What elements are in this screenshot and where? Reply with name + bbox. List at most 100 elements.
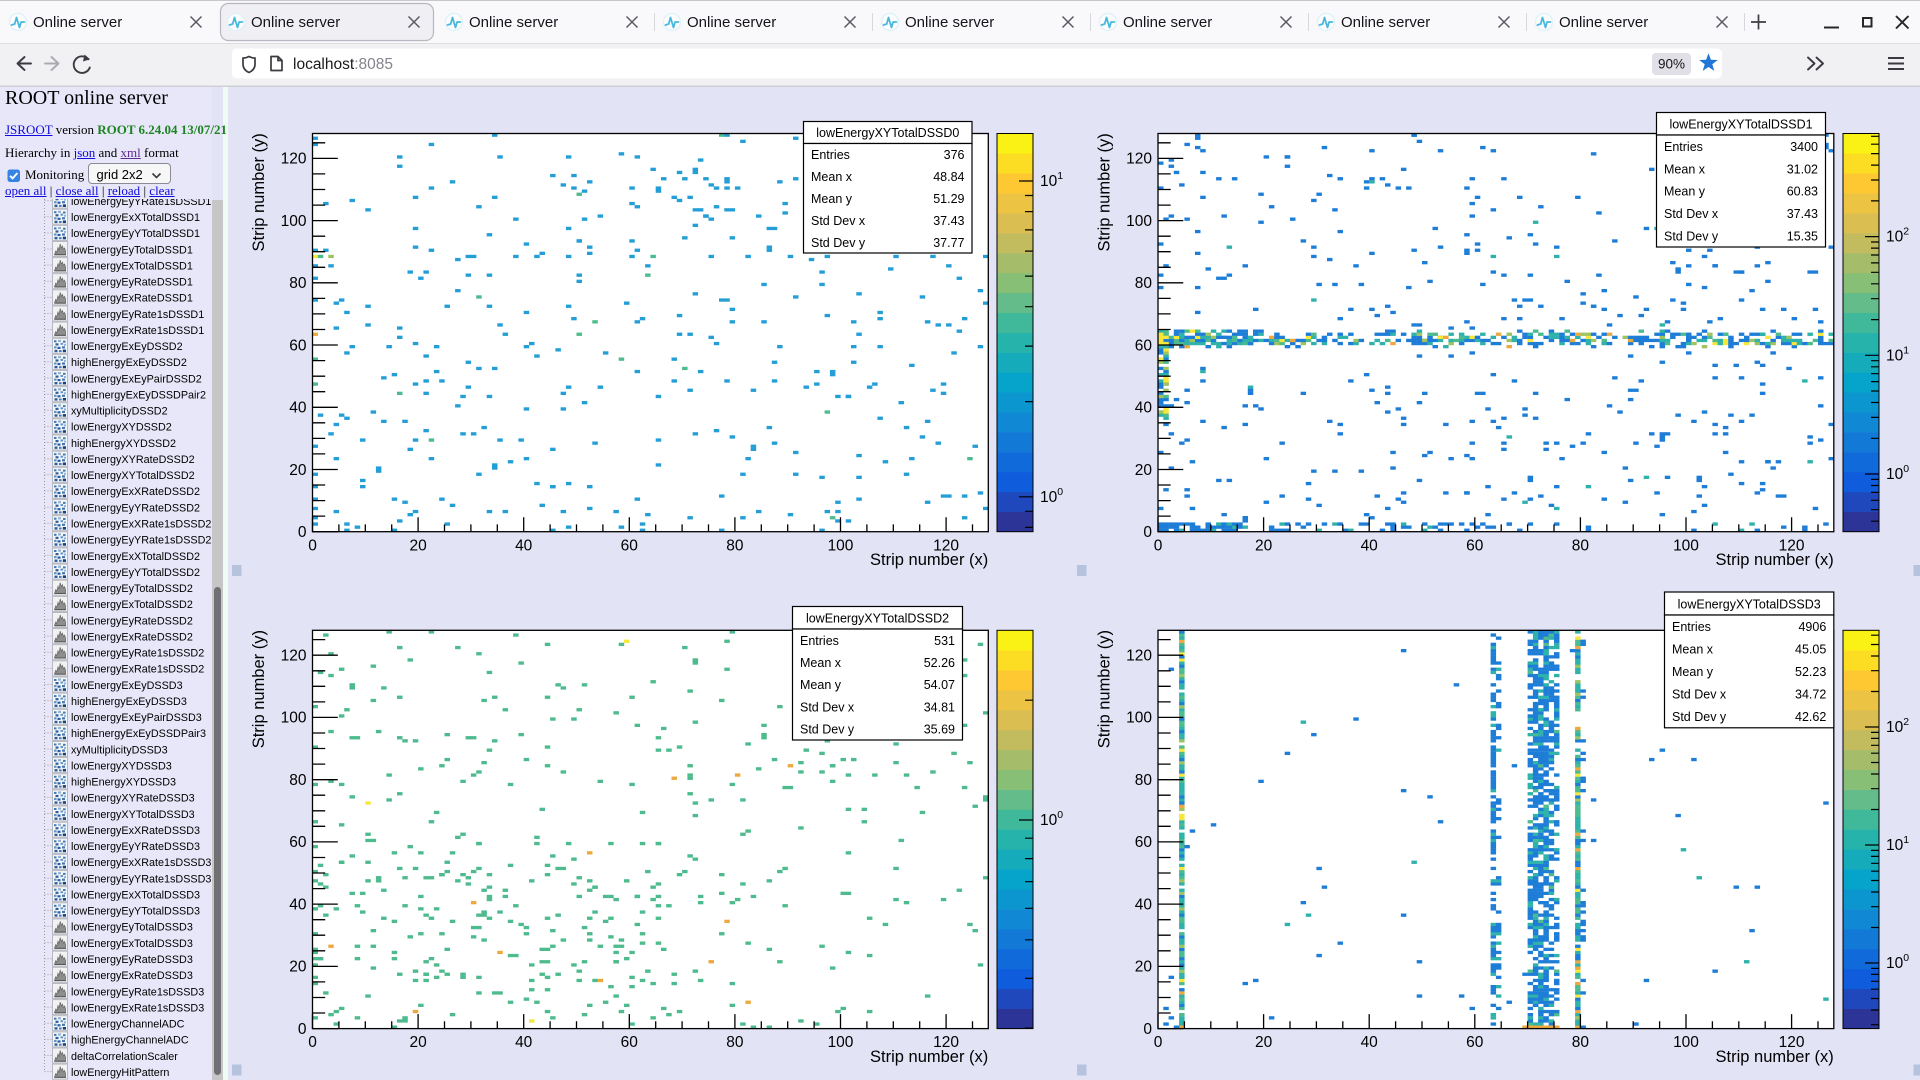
svg-text:120: 120: [1126, 648, 1152, 665]
svg-text:60: 60: [1466, 537, 1484, 554]
svg-text:lowEnergyXYDSSD2: lowEnergyXYDSSD2: [71, 422, 172, 434]
svg-text:lowEnergyXYRateDSSD3: lowEnergyXYRateDSSD3: [71, 793, 195, 805]
svg-text:lowEnergyExXRateDSSD3: lowEnergyExXRateDSSD3: [71, 825, 200, 837]
svg-text:48.84: 48.84: [933, 170, 964, 184]
svg-text:highEnergyExEyDSSDPair2: highEnergyExEyDSSDPair2: [71, 390, 206, 402]
svg-text:40: 40: [289, 896, 307, 913]
svg-text:120: 120: [281, 151, 307, 168]
svg-text:101: 101: [1040, 170, 1063, 190]
svg-text:lowEnergyExEyDSSD3: lowEnergyExEyDSSD3: [71, 680, 183, 692]
svg-text:Mean y: Mean y: [1664, 185, 1706, 199]
svg-text:120: 120: [1779, 537, 1805, 554]
svg-text:4906: 4906: [1798, 620, 1826, 634]
svg-text:100: 100: [1673, 1034, 1699, 1051]
svg-text:20: 20: [409, 1034, 427, 1051]
svg-text:lowEnergyEyTotalDSSD3: lowEnergyEyTotalDSSD3: [71, 922, 193, 934]
svg-text:localhost:8085: localhost:8085: [293, 56, 393, 73]
svg-text:42.62: 42.62: [1795, 710, 1826, 724]
svg-text:lowEnergyEyTotalDSSD2: lowEnergyEyTotalDSSD2: [71, 583, 193, 595]
svg-text:lowEnergyHitPattern: lowEnergyHitPattern: [71, 1067, 169, 1079]
svg-text:lowEnergyEyYRateDSSD3: lowEnergyEyYRateDSSD3: [71, 841, 200, 853]
svg-text:101: 101: [1886, 344, 1909, 364]
svg-text:100: 100: [1126, 710, 1152, 727]
svg-text:lowEnergyXYTotalDSSD3: lowEnergyXYTotalDSSD3: [71, 809, 195, 821]
svg-text:60: 60: [621, 1034, 639, 1051]
svg-text:Mean x: Mean x: [1664, 162, 1706, 176]
svg-text:lowEnergyEyRate1sDSSD2: lowEnergyEyRate1sDSSD2: [71, 648, 204, 660]
svg-text:Mean x: Mean x: [800, 656, 842, 670]
svg-text:531: 531: [934, 634, 955, 648]
svg-text:Entries: Entries: [800, 634, 839, 648]
svg-text:lowEnergyChannelADC: lowEnergyChannelADC: [71, 1019, 185, 1031]
svg-text:highEnergyExEyDSSDPair3: highEnergyExEyDSSDPair3: [71, 728, 206, 740]
svg-text:45.05: 45.05: [1795, 643, 1826, 657]
svg-text:0: 0: [308, 1034, 317, 1051]
svg-text:35.69: 35.69: [924, 723, 955, 737]
svg-text:lowEnergyXYTotalDSSD2: lowEnergyXYTotalDSSD2: [806, 612, 949, 626]
svg-text:Strip number (y): Strip number (y): [250, 630, 268, 748]
svg-text:Strip number (x): Strip number (x): [870, 551, 988, 569]
svg-text:highEnergyExEyDSSD2: highEnergyExEyDSSD2: [71, 357, 187, 369]
svg-text:Std Dev x: Std Dev x: [1672, 688, 1727, 702]
svg-text:40: 40: [515, 537, 533, 554]
svg-text:20: 20: [409, 537, 427, 554]
svg-text:80: 80: [726, 1034, 744, 1051]
svg-text:80: 80: [289, 275, 307, 292]
svg-text:highEnergyXYDSSD2: highEnergyXYDSSD2: [71, 438, 176, 450]
svg-text:lowEnergyExEyPairDSSD2: lowEnergyExEyPairDSSD2: [71, 373, 202, 385]
svg-text:120: 120: [1779, 1034, 1805, 1051]
svg-text:20: 20: [1135, 462, 1153, 479]
svg-text:lowEnergyEyYRate1sDSSD1: lowEnergyEyYRate1sDSSD1: [71, 199, 211, 208]
svg-text:lowEnergyExRate1sDSSD3: lowEnergyExRate1sDSSD3: [71, 1002, 204, 1014]
svg-text:80: 80: [289, 772, 307, 789]
svg-text:lowEnergyXYRateDSSD2: lowEnergyXYRateDSSD2: [71, 454, 195, 466]
svg-text:60: 60: [289, 337, 307, 354]
svg-text:Std Dev y: Std Dev y: [800, 723, 855, 737]
svg-text:101: 101: [1886, 834, 1909, 854]
svg-text:120: 120: [933, 537, 959, 554]
svg-text:Entries: Entries: [1664, 140, 1703, 154]
svg-text:Strip number (y): Strip number (y): [250, 133, 268, 251]
svg-text:Online server: Online server: [1123, 14, 1212, 31]
svg-text:102: 102: [1886, 716, 1909, 736]
svg-text:Mean x: Mean x: [1672, 643, 1714, 657]
svg-text:0: 0: [1143, 1021, 1152, 1038]
svg-text:40: 40: [515, 1034, 533, 1051]
svg-text:lowEnergyExRateDSSD3: lowEnergyExRateDSSD3: [71, 970, 193, 982]
svg-text:lowEnergyExXTotalDSSD2: lowEnergyExXTotalDSSD2: [71, 551, 200, 563]
svg-text:lowEnergyEyRateDSSD1: lowEnergyEyRateDSSD1: [71, 277, 193, 289]
svg-text:60: 60: [289, 834, 307, 851]
svg-text:100: 100: [828, 1034, 854, 1051]
svg-text:lowEnergyExEyPairDSSD3: lowEnergyExEyPairDSSD3: [71, 712, 202, 724]
svg-text:lowEnergyEyYTotalDSSD1: lowEnergyEyYTotalDSSD1: [71, 228, 200, 240]
svg-text:40: 40: [1361, 1034, 1379, 1051]
svg-text:80: 80: [1572, 537, 1590, 554]
svg-text:lowEnergyXYTotalDSSD2: lowEnergyXYTotalDSSD2: [71, 470, 195, 482]
svg-text:lowEnergyExTotalDSSD1: lowEnergyExTotalDSSD1: [71, 260, 193, 272]
svg-text:Online server: Online server: [251, 14, 340, 31]
svg-text:376: 376: [944, 148, 965, 162]
svg-text:lowEnergyExRateDSSD2: lowEnergyExRateDSSD2: [71, 631, 193, 643]
svg-text:20: 20: [1135, 959, 1153, 976]
svg-text:lowEnergyExTotalDSSD2: lowEnergyExTotalDSSD2: [71, 599, 193, 611]
svg-text:lowEnergyExXRateDSSD2: lowEnergyExXRateDSSD2: [71, 486, 200, 498]
svg-text:20: 20: [289, 959, 307, 976]
svg-text:20: 20: [1255, 537, 1273, 554]
svg-text:37.43: 37.43: [1787, 207, 1818, 221]
svg-text:20: 20: [289, 462, 307, 479]
svg-text:Online server: Online server: [905, 14, 994, 31]
svg-text:60: 60: [1135, 834, 1153, 851]
svg-text:lowEnergyEyRateDSSD2: lowEnergyEyRateDSSD2: [71, 615, 193, 627]
svg-text:60.83: 60.83: [1787, 185, 1818, 199]
svg-text:60: 60: [1135, 337, 1153, 354]
svg-text:Mean y: Mean y: [1672, 665, 1714, 679]
svg-text:60: 60: [1466, 1034, 1484, 1051]
svg-text:lowEnergyEyRate1sDSSD1: lowEnergyEyRate1sDSSD1: [71, 309, 204, 321]
svg-text:xyMultiplicityDSSD3: xyMultiplicityDSSD3: [71, 744, 168, 756]
svg-text:Std Dev y: Std Dev y: [1672, 710, 1727, 724]
svg-text:lowEnergyExRate1sDSSD2: lowEnergyExRate1sDSSD2: [71, 664, 204, 676]
svg-text:60: 60: [621, 537, 639, 554]
svg-text:80: 80: [1572, 1034, 1590, 1051]
svg-text:120: 120: [1126, 151, 1152, 168]
svg-text:highEnergyXYDSSD3: highEnergyXYDSSD3: [71, 777, 176, 789]
